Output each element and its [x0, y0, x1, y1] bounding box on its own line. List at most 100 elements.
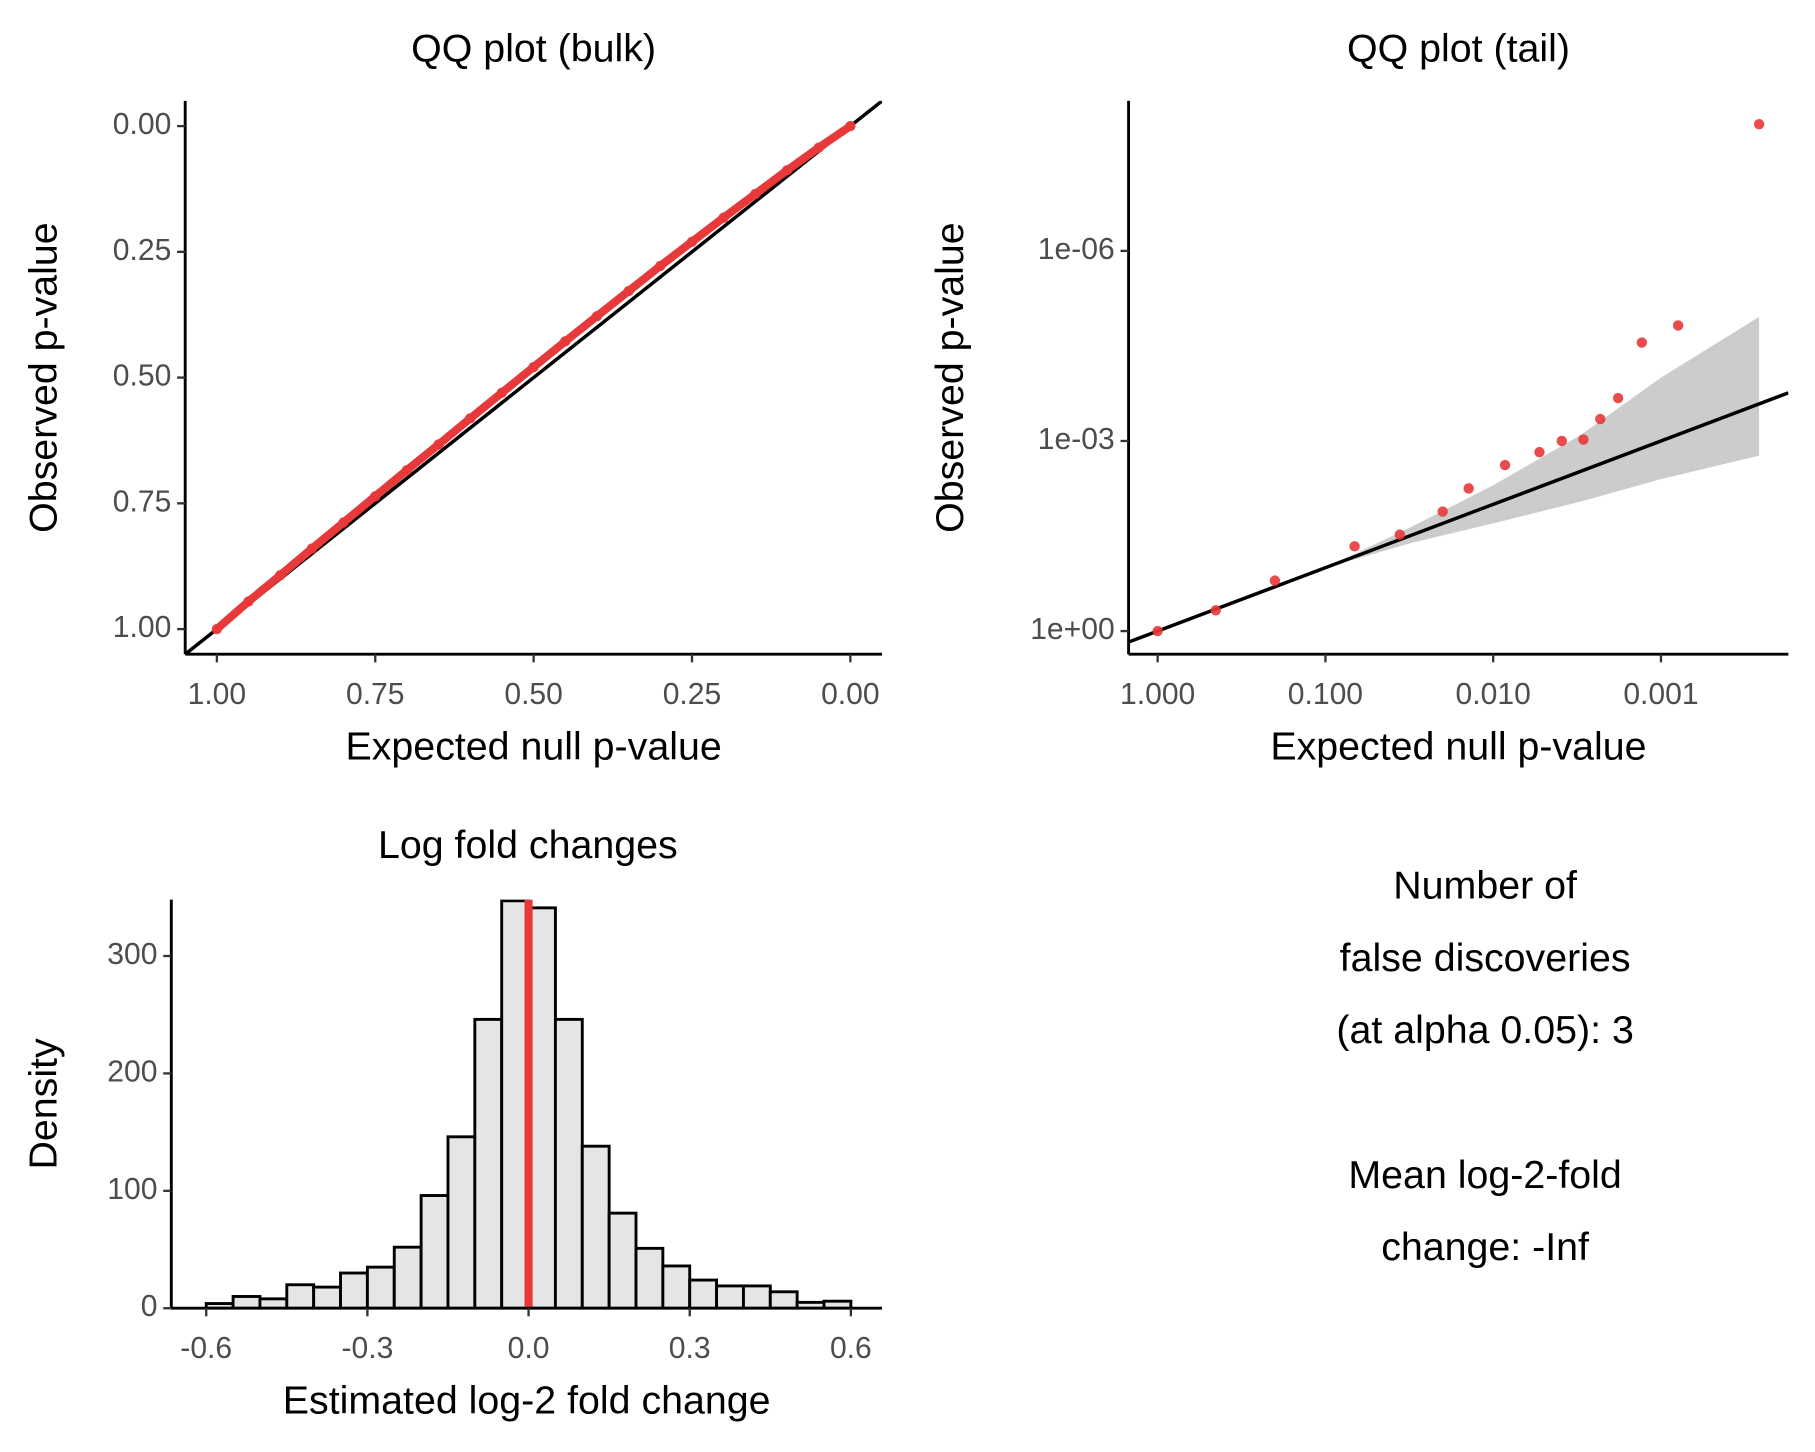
point	[781, 165, 793, 176]
bar	[715, 1284, 745, 1309]
confidence-band	[1157, 316, 1760, 632]
point	[1612, 392, 1624, 404]
y-tick-label: 0.75	[113, 485, 172, 518]
x-tick-label: 0.3	[669, 1332, 711, 1365]
bar	[231, 1295, 262, 1309]
y-axis-label: Density	[22, 1038, 66, 1170]
x-tick-label: 1.00	[188, 678, 247, 711]
bar	[339, 1271, 369, 1309]
point	[1394, 529, 1406, 540]
x-axis-label: Expected null p-value	[1270, 725, 1646, 769]
x-axis-label: Estimated log-2 fold change	[283, 1379, 771, 1423]
point	[211, 623, 223, 635]
y-axis-label: Observed p-value	[928, 222, 972, 533]
point	[338, 517, 349, 528]
point	[1672, 320, 1684, 331]
summary-line: change: -Inf	[1381, 1225, 1589, 1269]
x-tick-label: 0.50	[504, 678, 563, 711]
bar	[419, 1194, 450, 1309]
bar	[822, 1299, 853, 1309]
panel: QQ plot (tail) Expected null p-value Obser…	[928, 27, 1789, 769]
chart-title: Log fold changes	[378, 823, 678, 867]
point	[275, 570, 286, 581]
y-tick-label: 300	[107, 938, 157, 971]
panel: QQ plot (bulk) Expected null p-value Obser…	[22, 27, 883, 769]
point	[1210, 605, 1222, 616]
point	[560, 336, 571, 347]
summary-line: Mean log-2-fold	[1348, 1153, 1621, 1197]
chart-title: QQ plot (bulk)	[411, 27, 656, 71]
point	[1499, 459, 1511, 471]
x-tick-label: 0.100	[1288, 678, 1363, 711]
summary-panel: Number of false discoveries (at alpha 0.05…	[1336, 863, 1633, 1269]
point	[813, 142, 824, 153]
bar	[312, 1285, 342, 1309]
bar	[446, 1135, 477, 1309]
point	[1556, 435, 1568, 447]
y-tick-label: 0	[141, 1290, 158, 1323]
y-tick-label: 0.25	[113, 234, 172, 267]
bar	[553, 1017, 584, 1309]
x-tick-label: 0.75	[346, 678, 405, 711]
bar	[661, 1264, 692, 1309]
point	[1437, 506, 1448, 517]
point	[655, 260, 666, 272]
y-tick-label: 1e-06	[1038, 233, 1115, 266]
bar	[365, 1265, 396, 1309]
bar	[527, 906, 557, 1309]
reference-line	[1128, 391, 1789, 644]
summary-line: false discoveries	[1340, 936, 1631, 980]
point	[845, 120, 856, 132]
plot-area	[204, 899, 853, 1309]
x-tick-label: -0.3	[341, 1332, 393, 1365]
bar	[741, 1284, 772, 1309]
bar	[688, 1278, 719, 1309]
x-tick-label: 0.0	[508, 1332, 550, 1365]
x-tick-label: -0.6	[180, 1332, 232, 1365]
x-tick-label: 1.000	[1120, 678, 1195, 711]
y-tick-label: 0.00	[113, 108, 172, 141]
point	[401, 464, 413, 476]
chart-title: QQ plot (tail)	[1347, 27, 1570, 71]
plot-area	[185, 100, 883, 655]
point	[306, 543, 318, 554]
x-tick-label: 0.001	[1623, 678, 1698, 711]
summary-line: (at alpha 0.05): 3	[1336, 1008, 1633, 1052]
point	[528, 361, 539, 373]
point	[465, 413, 476, 424]
plot-area	[1128, 118, 1789, 644]
point	[370, 491, 381, 502]
y-tick-label: 200	[107, 1055, 157, 1088]
x-tick-label: 0.25	[663, 678, 722, 711]
point	[1753, 118, 1765, 130]
bar	[607, 1211, 638, 1309]
point	[1269, 575, 1281, 586]
bar	[473, 1017, 504, 1309]
point	[243, 596, 254, 607]
point	[591, 311, 603, 322]
x-axis-label: Expected null p-value	[346, 725, 722, 769]
point	[718, 212, 729, 223]
bar	[392, 1245, 423, 1309]
x-tick-label: 0.010	[1456, 678, 1531, 711]
y-tick-label: 0.50	[113, 360, 172, 393]
point	[1595, 413, 1606, 425]
point	[1349, 541, 1360, 552]
y-tick-label: 1e-03	[1038, 423, 1115, 456]
bar	[634, 1246, 665, 1309]
panel: Log fold changes Estimated log-2 fold cha…	[22, 823, 883, 1423]
x-tick-label: 0.6	[830, 1332, 872, 1365]
bar	[768, 1290, 799, 1309]
y-axis-label: Observed p-value	[22, 222, 66, 533]
point	[623, 285, 634, 297]
bar	[285, 1283, 316, 1309]
point	[750, 188, 761, 200]
point	[1636, 337, 1648, 348]
point	[1152, 625, 1163, 637]
summary-line: Number of	[1393, 863, 1577, 907]
point	[1463, 483, 1474, 494]
point	[433, 439, 444, 450]
y-tick-label: 100	[107, 1173, 157, 1206]
point	[1578, 434, 1589, 445]
